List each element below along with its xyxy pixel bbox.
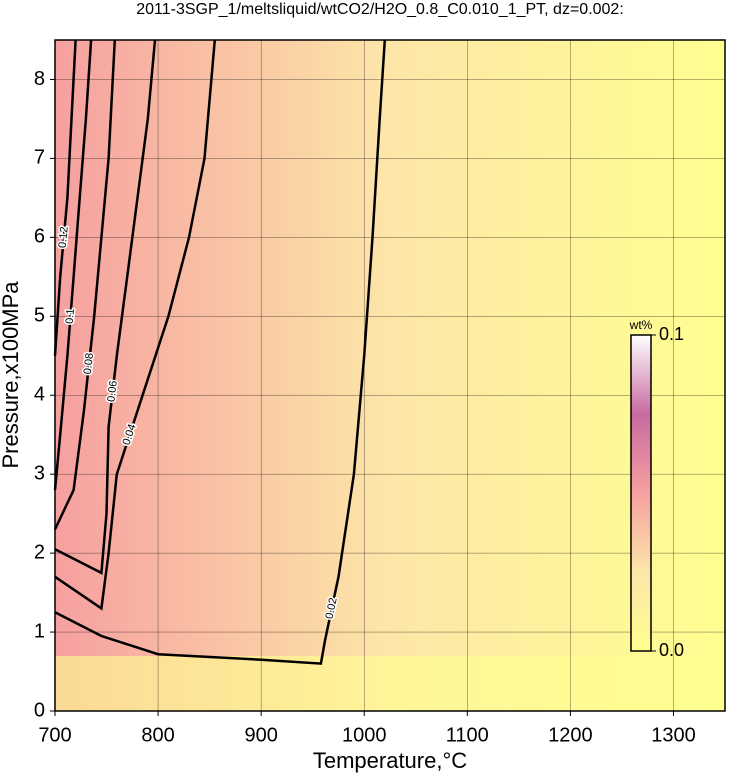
x-tick-label: 700	[38, 724, 71, 746]
colorbar	[630, 334, 652, 652]
x-axis-label: Temperature,°C	[313, 748, 467, 773]
y-tick-label: 2	[34, 541, 45, 563]
plot-background	[55, 40, 725, 711]
colorbar-tick-label: 0.1	[659, 324, 684, 344]
x-tick-label: 900	[244, 724, 277, 746]
plot-frame	[54, 39, 726, 712]
y-axis-label: Pressure,x100MPa	[0, 281, 23, 469]
contour-line	[53, 39, 93, 491]
chart-title: 2011-3SGP_1/meltsliquid/wtCO2/H2O_0.8_C0…	[136, 1, 624, 18]
x-tick-label: 800	[141, 724, 174, 746]
x-tick-label: 1300	[651, 724, 696, 746]
x-tick-label: 1100	[446, 724, 489, 746]
plot-background-low	[55, 656, 725, 711]
y-tick-label: 5	[34, 305, 45, 327]
y-tick-label: 0	[34, 699, 45, 721]
contour-line	[54, 39, 387, 665]
y-tick-label: 1	[34, 620, 45, 642]
y-tick-label: 7	[34, 147, 45, 169]
contour-line	[54, 39, 157, 575]
y-tick-label: 8	[34, 68, 45, 90]
colorbar-tick-label: 0.0	[659, 640, 684, 660]
colorbar-label: wt%	[629, 318, 653, 332]
contour-label: 0.1	[64, 308, 77, 324]
y-tick-label: 3	[34, 462, 45, 484]
contour-line	[54, 39, 217, 611]
contour-label: 0.08	[82, 352, 96, 375]
contour-label: 0.06	[105, 380, 119, 403]
y-tick-label: 6	[34, 226, 45, 248]
contour-label: 0.12	[57, 226, 71, 248]
x-tick-label: 1200	[548, 724, 593, 746]
contour-line	[53, 39, 77, 356]
x-tick-label: 1000	[342, 724, 387, 746]
contour-line	[53, 39, 117, 530]
y-tick-label: 4	[34, 384, 45, 406]
